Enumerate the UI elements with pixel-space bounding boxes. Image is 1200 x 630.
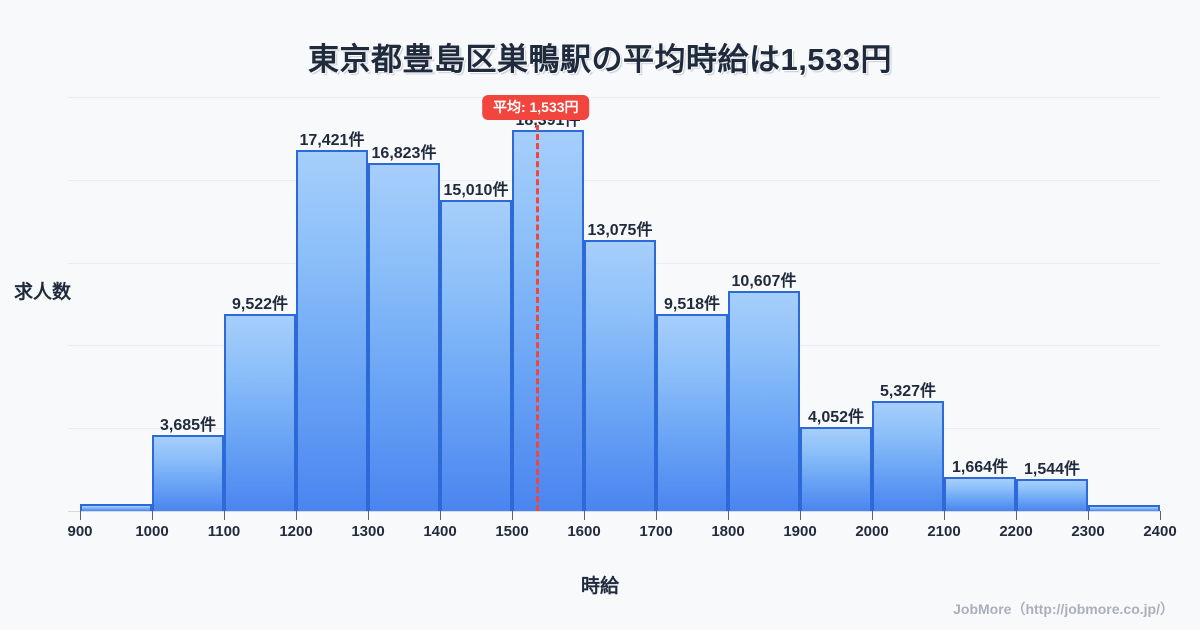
x-axis-tick <box>224 511 225 520</box>
x-axis-tick-label: 1200 <box>279 523 313 540</box>
x-axis-tick-label: 2200 <box>999 523 1033 540</box>
x-axis-tick-label: 1000 <box>135 523 169 540</box>
x-axis-tick <box>584 511 585 520</box>
y-axis-title: 求人数 <box>14 282 72 303</box>
x-axis-baseline <box>68 511 1160 512</box>
page-title: 東京都豊島区巣鴨駅の平均時給は1,533円 <box>307 42 893 77</box>
bar-value-label: 10,607件 <box>731 273 797 291</box>
bar[interactable] <box>1016 479 1088 511</box>
bar[interactable] <box>656 313 728 511</box>
gridline <box>68 97 1160 98</box>
bar[interactable] <box>728 291 800 511</box>
bar-value-label: 17,421件 <box>299 132 365 150</box>
bar[interactable] <box>944 476 1016 511</box>
x-axis-tick <box>440 511 441 520</box>
x-axis-tick-label: 2100 <box>927 523 961 540</box>
x-axis-tick-label: 2400 <box>1143 523 1177 540</box>
x-axis-tick <box>296 511 297 520</box>
x-axis-tick-label: 1700 <box>639 523 673 540</box>
x-axis-tick <box>1016 511 1017 520</box>
x-axis-tick <box>80 511 81 520</box>
bar-value-label: 1,664件 <box>951 458 1009 476</box>
bar-value-label: 4,052件 <box>807 409 865 427</box>
x-axis-tick-label: 1500 <box>495 523 529 540</box>
x-axis-tick <box>800 511 801 520</box>
x-axis-tick-label: 1900 <box>783 523 817 540</box>
bar-value-label: 13,075件 <box>587 222 653 240</box>
bar[interactable] <box>1088 504 1160 511</box>
bar[interactable] <box>800 427 872 511</box>
x-axis-tick <box>368 511 369 520</box>
x-axis-tick-label: 1600 <box>567 523 601 540</box>
x-axis-tick <box>1160 511 1161 520</box>
bar-value-label: 3,685件 <box>159 416 217 434</box>
bar-value-label: 9,522件 <box>231 295 289 313</box>
x-axis-tick <box>656 511 657 520</box>
x-axis-tick-label: 2000 <box>855 523 889 540</box>
bar[interactable] <box>512 130 584 511</box>
watermark-footer: JobMore（http://jobmore.co.jp/） <box>953 601 1174 617</box>
bar-value-label: 5,327件 <box>879 382 937 400</box>
bar-value-label: 9,518件 <box>663 295 721 313</box>
average-badge: 平均: 1,533円 <box>481 95 590 120</box>
x-axis-tick <box>152 511 153 520</box>
bar[interactable] <box>224 313 296 511</box>
x-axis-tick <box>1088 511 1089 520</box>
x-axis-tick <box>512 511 513 520</box>
x-axis-tick-label: 900 <box>67 523 93 540</box>
chart-plot-area: 3,685件 9,522件 17,421件 16,823件 15,010件 18,391件… <box>67 95 1177 540</box>
x-axis-tick-label: 1100 <box>207 523 241 540</box>
bar[interactable] <box>584 240 656 511</box>
bar[interactable] <box>152 434 224 511</box>
x-axis-tick <box>872 511 873 520</box>
x-axis-tick-label: 1800 <box>711 523 745 540</box>
average-marker-line <box>535 125 539 511</box>
bar-value-label: 16,823件 <box>371 144 437 162</box>
x-axis-tick <box>728 511 729 520</box>
bar-value-label: 15,010件 <box>443 182 509 200</box>
gridline <box>68 180 1160 181</box>
bar[interactable] <box>80 504 152 511</box>
bar-value-label: 1,544件 <box>1023 461 1081 479</box>
x-axis-tick <box>944 511 945 520</box>
bar[interactable] <box>296 150 368 511</box>
bar[interactable] <box>368 162 440 511</box>
x-axis-tick-label: 2300 <box>1071 523 1105 540</box>
bar[interactable] <box>440 200 512 511</box>
x-axis-tick-label: 1400 <box>423 523 457 540</box>
x-axis-title: 時給 <box>580 576 619 597</box>
bar[interactable] <box>872 400 944 511</box>
x-axis-tick-label: 1300 <box>351 523 385 540</box>
